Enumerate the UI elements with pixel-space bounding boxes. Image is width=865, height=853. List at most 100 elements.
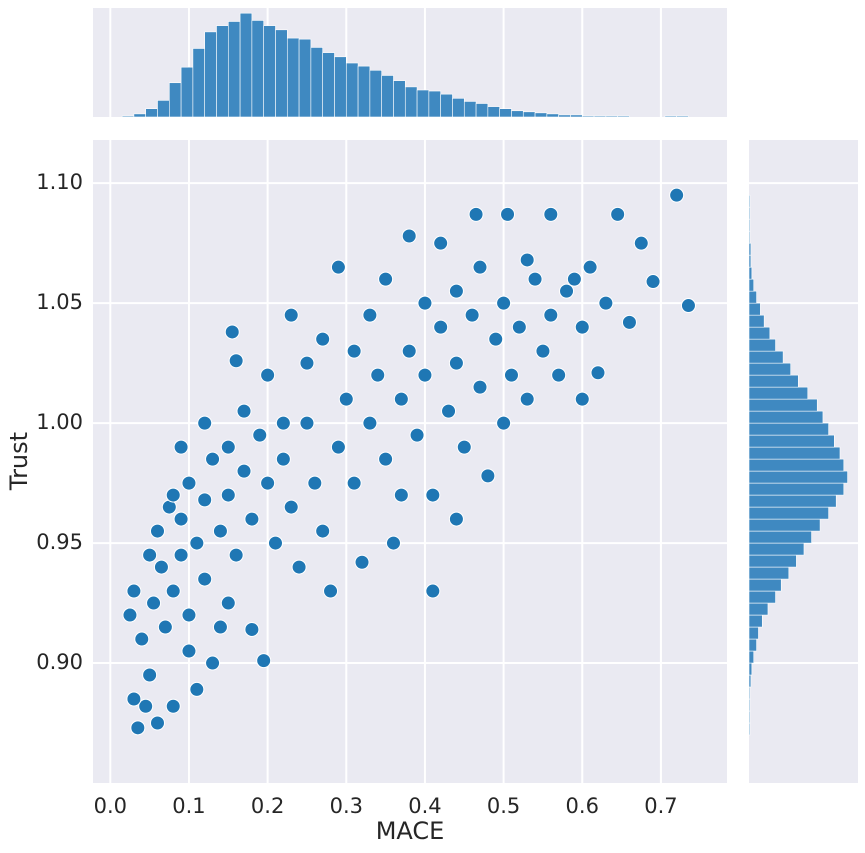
- histogram-bar: [357, 65, 371, 118]
- scatter-point: [496, 415, 512, 431]
- scatter-point: [197, 571, 213, 587]
- scatter-point: [181, 475, 197, 491]
- histogram-bar: [522, 111, 536, 118]
- scatter-point: [582, 259, 598, 275]
- scatter-point: [275, 415, 291, 431]
- scatter-point: [260, 367, 276, 383]
- scatter-point: [346, 475, 362, 491]
- histogram-bar: [251, 20, 264, 118]
- scatter-point: [448, 283, 464, 299]
- histogram-bar: [748, 662, 753, 676]
- y-tick-label: 0.90: [36, 650, 83, 674]
- scatter-point: [448, 511, 464, 527]
- histogram-bar: [748, 458, 845, 472]
- histogram-bar: [748, 614, 763, 628]
- scatter-point: [197, 492, 213, 508]
- scatter-point: [468, 206, 484, 222]
- scatter-point: [197, 415, 213, 431]
- histogram-bar: [416, 89, 430, 118]
- histogram-bar: [748, 374, 799, 388]
- scatter-point: [189, 681, 205, 697]
- scatter-point: [464, 307, 480, 323]
- scatter-point: [362, 415, 378, 431]
- scatter-point: [220, 487, 236, 503]
- scatter-point: [503, 367, 519, 383]
- scatter-point: [472, 259, 488, 275]
- scatter-point: [527, 271, 543, 287]
- scatter-point: [134, 631, 150, 647]
- histogram-bar: [239, 12, 253, 118]
- scatter-point: [299, 355, 315, 371]
- scatter-point: [173, 439, 189, 455]
- scatter-point: [126, 691, 142, 707]
- scatter-point: [559, 283, 575, 299]
- scatter-point: [519, 252, 535, 268]
- histogram-bar: [546, 113, 559, 118]
- histogram-bar: [748, 302, 761, 316]
- histogram-bar: [428, 90, 441, 118]
- scatter-point: [330, 439, 346, 455]
- scatter-point: [566, 271, 582, 287]
- histogram-bar: [748, 254, 752, 268]
- scatter-point: [401, 228, 417, 244]
- histogram-bar: [748, 506, 829, 520]
- histogram-bar: [145, 108, 158, 118]
- scatter-point: [425, 487, 441, 503]
- scatter-point: [610, 206, 626, 222]
- scatter-point: [574, 319, 590, 335]
- scatter-point: [456, 439, 472, 455]
- histogram-bar: [310, 47, 323, 118]
- y-tick-label: 1.10: [36, 170, 83, 194]
- histogram-bar: [157, 100, 170, 118]
- histogram-bar: [393, 80, 406, 118]
- histogram-bar: [298, 38, 312, 118]
- histogram-bar: [748, 218, 751, 232]
- scatter-point: [645, 274, 661, 290]
- scatter-point: [362, 307, 378, 323]
- histogram-bar: [440, 93, 453, 118]
- histogram-bar: [748, 242, 752, 256]
- histogram-bar: [180, 66, 194, 118]
- scatter-point: [181, 643, 197, 659]
- scatter-point: [165, 583, 181, 599]
- histogram-bar: [345, 62, 359, 118]
- scatter-point: [315, 523, 331, 539]
- scatter-point: [338, 391, 354, 407]
- scatter-point: [488, 331, 504, 347]
- histogram-bar: [322, 52, 335, 118]
- histogram-bar: [748, 410, 824, 424]
- scatter-point: [173, 547, 189, 563]
- scatter-point: [433, 235, 449, 251]
- histogram-bar: [286, 37, 300, 118]
- histogram-bar: [748, 470, 848, 484]
- scatter-point: [142, 667, 158, 683]
- scatter-point: [256, 653, 272, 669]
- histogram-bar: [748, 422, 829, 436]
- histogram-bar: [748, 554, 797, 568]
- scatter-point: [283, 307, 299, 323]
- histogram-bar: [499, 108, 512, 118]
- scatter-point: [574, 391, 590, 407]
- histogram-bar: [748, 578, 782, 592]
- histogram-bar: [748, 650, 755, 664]
- scatter-point: [157, 619, 173, 635]
- scatter-point: [354, 554, 370, 570]
- y-axis-label: Trust: [5, 432, 33, 491]
- scatter-point: [267, 535, 283, 551]
- scatter-point: [236, 463, 252, 479]
- scatter-point: [220, 439, 236, 455]
- scatter-point: [598, 295, 614, 311]
- histogram-bar: [748, 686, 751, 700]
- x-tick-label: 0.4: [408, 794, 441, 818]
- histogram-bar: [748, 542, 805, 556]
- histogram-bar: [748, 698, 751, 712]
- histogram-bar: [334, 56, 347, 118]
- scatter-point: [633, 235, 649, 251]
- scatter-point: [283, 499, 299, 515]
- scatter-point: [425, 583, 441, 599]
- scatter-point: [621, 314, 637, 330]
- histogram-bar: [748, 602, 769, 616]
- histogram-bar: [133, 113, 147, 118]
- scatter-point: [393, 391, 409, 407]
- scatter-point: [543, 307, 559, 323]
